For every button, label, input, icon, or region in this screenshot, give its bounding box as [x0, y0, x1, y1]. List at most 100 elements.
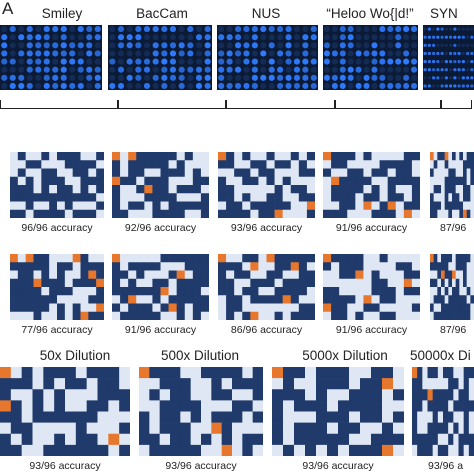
well-dot	[302, 66, 309, 73]
grid-cell	[232, 422, 243, 435]
well-dot	[436, 51, 440, 56]
grouping-bracket	[0, 100, 472, 109]
bracket-tick	[334, 100, 336, 109]
grid-cell	[168, 193, 177, 202]
grid-cell	[159, 367, 171, 379]
grid-cell	[200, 254, 209, 263]
grid-cell	[184, 176, 194, 186]
grid-cell	[96, 287, 104, 296]
grid-cell	[201, 389, 212, 401]
well-dot	[18, 74, 25, 81]
well-dot	[35, 34, 42, 41]
grid-cell	[290, 287, 300, 296]
grid-cell	[160, 295, 169, 304]
grid-cell	[242, 185, 251, 194]
grid-cell	[180, 367, 191, 379]
grid-cell	[112, 193, 121, 202]
grid-cell	[136, 295, 145, 304]
well-dot	[94, 50, 101, 57]
well-dot	[204, 34, 211, 41]
grid-cell	[455, 270, 460, 280]
grid-cell	[170, 433, 181, 446]
grid-cell	[347, 303, 356, 313]
well-dot	[432, 35, 436, 39]
grid-cell	[444, 193, 449, 202]
grid-cell	[455, 168, 460, 178]
grid-cell	[455, 176, 460, 186]
grid-cell	[417, 367, 423, 379]
grid-cell	[355, 185, 364, 194]
grid-cell	[10, 422, 22, 435]
grid-cell	[470, 287, 474, 296]
grid-cell	[80, 152, 89, 161]
well-dot	[234, 74, 242, 81]
grid-cell	[200, 201, 209, 211]
well-dot	[178, 42, 185, 49]
well-dot	[69, 74, 76, 81]
well-dot	[161, 66, 168, 73]
well-dot	[226, 50, 233, 57]
grid-cell	[152, 303, 161, 313]
grid-cell	[242, 262, 251, 271]
well-dot	[60, 25, 67, 33]
grid-cell	[64, 152, 73, 161]
grid-cell	[170, 411, 181, 423]
well-dot	[411, 42, 418, 49]
grid-cell	[136, 270, 145, 280]
grid-cell	[395, 270, 405, 280]
grid-cell	[455, 201, 460, 211]
grid-cell	[33, 311, 42, 320]
grid-cell	[347, 262, 356, 271]
grid-cell	[41, 311, 50, 320]
grid-cell	[49, 262, 58, 271]
well-dot	[371, 58, 378, 65]
grid-cell	[10, 303, 19, 313]
grid-cell	[65, 400, 77, 412]
grid-cell	[363, 193, 372, 202]
grid-cell	[144, 160, 153, 169]
well-dot	[143, 42, 151, 49]
well-dot	[234, 66, 242, 73]
well-dot	[43, 66, 50, 73]
accuracy-row2-2: 91/96 accuracy	[124, 324, 197, 336]
grid-cell	[403, 201, 413, 211]
well-dot	[60, 50, 67, 57]
well-dot	[432, 68, 436, 72]
grid-cell	[32, 444, 44, 456]
grid-cell	[152, 270, 161, 280]
grid-cell	[327, 422, 339, 435]
well-dot	[117, 74, 125, 81]
grid-cell	[144, 295, 153, 304]
grid-cell	[470, 176, 474, 186]
grid-cell	[160, 303, 169, 313]
grid-cell	[470, 193, 474, 202]
grid-cell	[218, 278, 227, 288]
grid-cell	[80, 278, 89, 288]
grid-cell	[139, 433, 150, 446]
grid-cell	[470, 185, 474, 194]
grid-cell	[338, 422, 350, 435]
grid-cell	[282, 193, 292, 202]
grid-cell	[17, 287, 26, 296]
well-dot	[161, 82, 168, 90]
well-dot	[453, 27, 457, 31]
well-dot	[109, 34, 116, 41]
grid-cell	[96, 176, 104, 186]
grid-cell	[21, 378, 33, 390]
grid-cell	[294, 444, 306, 456]
grid-cell	[242, 209, 251, 218]
grid-cell	[441, 160, 445, 169]
grid-cell	[323, 152, 332, 161]
well-dot	[178, 82, 185, 90]
grid-cell	[17, 303, 26, 313]
grid-cell	[448, 433, 454, 446]
well-dot	[218, 58, 225, 65]
well-dot	[355, 74, 362, 81]
well-dot	[379, 82, 386, 89]
grid-cell	[455, 303, 460, 313]
grid-cell	[96, 311, 104, 320]
well-dot	[470, 27, 474, 31]
grid-cell	[252, 367, 263, 379]
grid-cell	[218, 209, 227, 218]
readout-grid-row1-3	[218, 152, 315, 218]
